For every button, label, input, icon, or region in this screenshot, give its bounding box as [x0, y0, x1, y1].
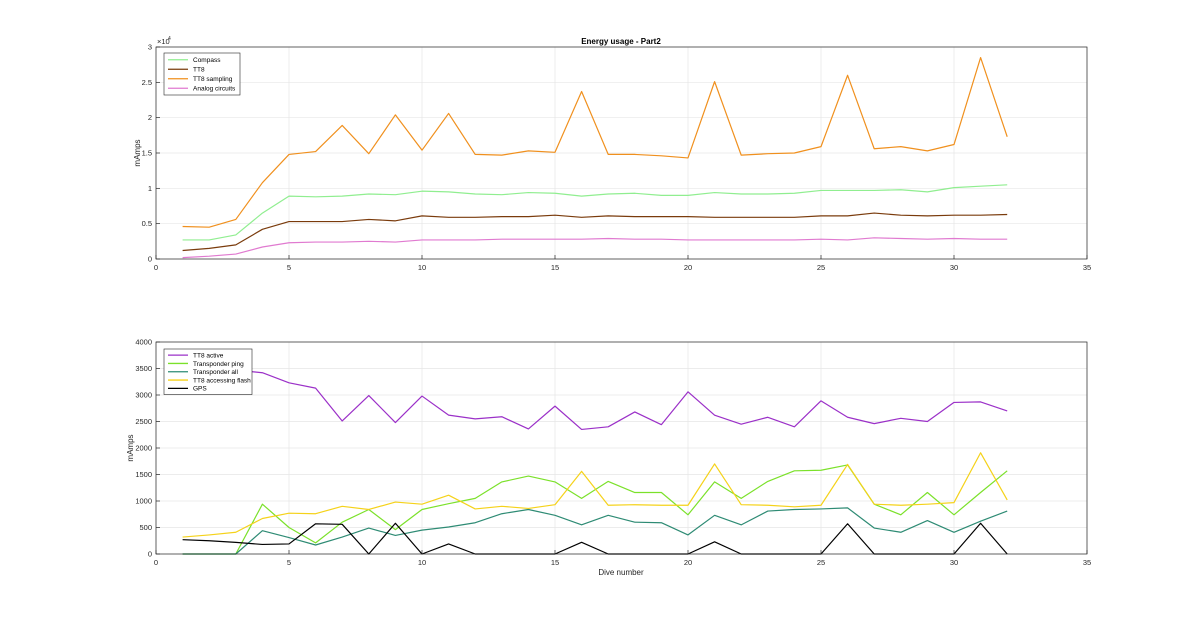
xtick-label: 15 — [551, 263, 559, 272]
xlabel-bottom: Dive number — [598, 568, 644, 577]
chart-title-top: Energy usage - Part2 — [581, 37, 661, 46]
ytick-label: 2.5 — [142, 78, 152, 87]
xtick-label: 5 — [287, 558, 291, 567]
series-lines-bottom — [182, 369, 1008, 555]
legend-label: GPS — [193, 386, 207, 393]
xtick-label: 35 — [1083, 558, 1091, 567]
ytick-label: 1500 — [135, 470, 152, 479]
series-line-tt8-accessing-flash — [182, 452, 1008, 538]
ytick-label: 0 — [148, 255, 152, 264]
series-line-gps — [182, 522, 1008, 555]
xtick-label: 0 — [154, 558, 158, 567]
legend-top: Compass TT8 TT8 sampling Analog circuits — [163, 52, 241, 96]
xtick-label: 35 — [1083, 263, 1091, 272]
series-line-compass — [182, 184, 1008, 241]
series-line-tt8 — [182, 212, 1008, 252]
legend-label: TT8 — [193, 67, 205, 74]
svg-text:4: 4 — [168, 36, 171, 42]
ytick-label: 3500 — [135, 364, 152, 373]
xtick-label: 10 — [418, 263, 426, 272]
series-line-analog-circuits — [182, 237, 1008, 259]
series-line-transponder-all — [182, 507, 1008, 555]
xtick-label: 20 — [684, 263, 692, 272]
xtick-label: 5 — [287, 263, 291, 272]
ytick-label: 2500 — [135, 417, 152, 426]
ytick-label: 0.5 — [142, 219, 152, 228]
legend-label: TT8 active — [193, 352, 224, 359]
xtick-label: 30 — [950, 558, 958, 567]
legend-label: Transponder all — [193, 369, 238, 376]
xtick-label: 25 — [817, 558, 825, 567]
axes-top: 0 5 10 15 20 25 30 35 0 0.5 1 1.5 2 2.5 3 Energy usage… — [133, 36, 1091, 272]
xtick-label: 15 — [551, 558, 559, 567]
legend-label: Compass — [193, 57, 221, 64]
ytick-label: 2000 — [135, 444, 152, 453]
ytick-label: 500 — [139, 523, 152, 532]
legend-label: TT8 accessing flash — [193, 377, 251, 384]
legend-label: Transponder ping — [193, 361, 244, 368]
legend-label: Analog circuits — [193, 86, 236, 93]
series-lines-top — [182, 56, 1008, 259]
xtick-label: 10 — [418, 558, 426, 567]
xtick-label: 30 — [950, 263, 958, 272]
legend-label: TT8 sampling — [193, 76, 233, 83]
xtick-label: 0 — [154, 263, 158, 272]
exponent-label-top: ×10 4 — [157, 36, 171, 46]
ytick-label: 1000 — [135, 497, 152, 506]
axes-bottom: 0 5 10 15 20 25 30 35 0 500 1000 1500 2000 2500 3000 35… — [126, 338, 1091, 578]
ticks-top: 0 5 10 15 20 25 30 35 0 0.5 1 1.5 2 2.5 3 — [142, 43, 1092, 273]
ytick-label: 4000 — [135, 338, 152, 347]
svg-text:×10: ×10 — [157, 37, 170, 46]
series-line-tt8-sampling — [182, 56, 1008, 228]
ylabel-top: mAmps — [133, 139, 142, 166]
ytick-label: 0 — [148, 550, 152, 559]
ticks-bottom: 0 5 10 15 20 25 30 35 0 500 1000 1500 2000 2500 3000 35… — [135, 338, 1091, 568]
ylabel-bottom: mAmps — [126, 434, 135, 461]
xtick-label: 20 — [684, 558, 692, 567]
ytick-label: 1 — [148, 184, 152, 193]
ytick-label: 3 — [148, 43, 152, 52]
ytick-label: 1.5 — [142, 149, 152, 158]
ytick-label: 3000 — [135, 391, 152, 400]
ytick-label: 2 — [148, 113, 152, 122]
series-line-tt8-active — [182, 369, 1008, 431]
xtick-label: 25 — [817, 263, 825, 272]
